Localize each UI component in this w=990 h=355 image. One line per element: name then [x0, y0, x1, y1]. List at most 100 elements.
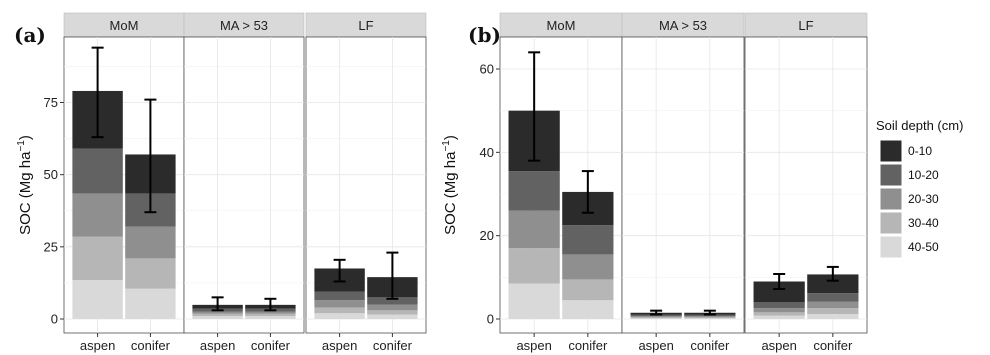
y-axis-label: SOC (Mg ha−1) [16, 135, 34, 235]
bar-segment [630, 316, 682, 318]
y-tick-label: 25 [44, 239, 58, 254]
bar-segment [630, 317, 682, 319]
bar-segment [753, 312, 805, 316]
x-tick-label: conifer [690, 338, 730, 353]
bar-segment [508, 210, 560, 249]
bar-segment [367, 297, 418, 305]
panel-label: (b) [468, 23, 501, 47]
bar-segment [807, 293, 859, 302]
bar-segment [72, 193, 123, 237]
x-tick-label: aspen [80, 338, 115, 353]
bar-segment [192, 311, 243, 314]
facet-strip-label: MoM [110, 18, 139, 33]
x-tick-label: aspen [200, 338, 235, 353]
y-axis-label-text: SOC (Mg ha [17, 151, 34, 235]
bar-segment [314, 291, 365, 301]
x-tick-label: aspen [761, 338, 796, 353]
panel-label: (a) [14, 23, 46, 47]
bar-segment [314, 307, 365, 314]
facet-strip-label: LF [358, 18, 373, 33]
bar-segment [367, 304, 418, 311]
x-tick-label: conifer [813, 338, 853, 353]
bar-segment [562, 279, 614, 301]
facet-strip [499, 12, 623, 38]
facet-panel [621, 36, 745, 334]
bar-segment [72, 148, 123, 194]
facet-strip [183, 12, 305, 38]
bar-segment [684, 317, 736, 319]
bar-segment [562, 225, 614, 255]
panel-a: (a) SOC (Mg ha−1) 0 25 50 75 MoM MA > 53 LF aspen… [14, 12, 427, 353]
bar-segment [314, 300, 365, 308]
facet-strip-label: MA > 53 [659, 18, 707, 33]
bar-segment [72, 280, 123, 319]
bar-segment [807, 301, 859, 309]
facet-strip-label: LF [798, 18, 813, 33]
facet-strip-label: MoM [547, 18, 576, 33]
y-axis-label-close: ) [17, 135, 34, 140]
y-axis-label: SOC (Mg ha−1) [441, 135, 459, 235]
bar-segment [630, 318, 682, 319]
bar-segment [753, 281, 805, 303]
bar-segment [684, 314, 736, 317]
bar-segment [807, 308, 859, 314]
bar-segment [684, 318, 736, 319]
bar-segment [508, 248, 560, 284]
bar-segment [192, 316, 243, 319]
legend-item-label: 40-50 [908, 240, 939, 254]
x-tick-label: conifer [251, 338, 291, 353]
y-axis-label-text: SOC (Mg ha [442, 151, 459, 235]
bar-segment [807, 274, 859, 294]
legend-swatch [879, 163, 903, 187]
x-tick-label: aspen [638, 338, 673, 353]
bar-segment [125, 288, 176, 319]
y-tick-label: 75 [44, 95, 58, 110]
x-tick-label: conifer [373, 338, 413, 353]
legend: Soil depth (cm) 0-10 10-20 20-30 30-40 40-50 [876, 118, 963, 259]
legend-swatch [879, 187, 903, 211]
bar-segment [562, 300, 614, 319]
facet-strip [63, 12, 185, 38]
facet-panel [183, 36, 305, 334]
legend-title: Soil depth (cm) [876, 118, 963, 133]
bar-segment [245, 316, 296, 319]
bar-segment [684, 316, 736, 318]
x-tick-label: conifer [568, 338, 608, 353]
y-tick-label: 40 [480, 145, 494, 160]
y-axis-label-superscript: −1 [441, 140, 452, 152]
bar-segment [125, 258, 176, 289]
bar-segment [753, 308, 805, 313]
bar-segment [367, 310, 418, 315]
x-tick-label: conifer [131, 338, 171, 353]
y-axis-label-superscript: −1 [16, 140, 27, 152]
x-tick-label: aspen [322, 338, 357, 353]
y-tick-label: 0 [487, 312, 494, 327]
bar-segment [807, 314, 859, 319]
y-tick-label: 50 [44, 167, 58, 182]
bar-segment [753, 315, 805, 319]
legend-item-label: 20-30 [908, 192, 939, 206]
y-tick-label: 60 [480, 62, 494, 77]
facet-strip [744, 12, 868, 38]
bar-segment [245, 311, 296, 314]
bar-segment [314, 313, 365, 319]
bar-segment [72, 236, 123, 281]
y-tick-label: 0 [51, 312, 58, 327]
y-axis-label-close: ) [442, 135, 459, 140]
legend-item-label: 0-10 [908, 144, 932, 158]
panel-b: (b) SOC (Mg ha−1) 0 20 40 60 MoM MA > 53 LF aspen… [441, 12, 868, 353]
bar-segment [562, 254, 614, 280]
y-tick-label: 20 [480, 228, 494, 243]
bar-segment [192, 313, 243, 317]
legend-swatch [879, 139, 903, 163]
bar-segment [125, 226, 176, 259]
legend-item-label: 30-40 [908, 216, 939, 230]
legend-swatch [879, 235, 903, 259]
bar-segment [508, 171, 560, 211]
bar-segment [630, 314, 682, 317]
legend-swatch [879, 211, 903, 235]
bar-segment [367, 314, 418, 319]
bar-segment [245, 313, 296, 317]
legend-item-label: 10-20 [908, 168, 939, 182]
